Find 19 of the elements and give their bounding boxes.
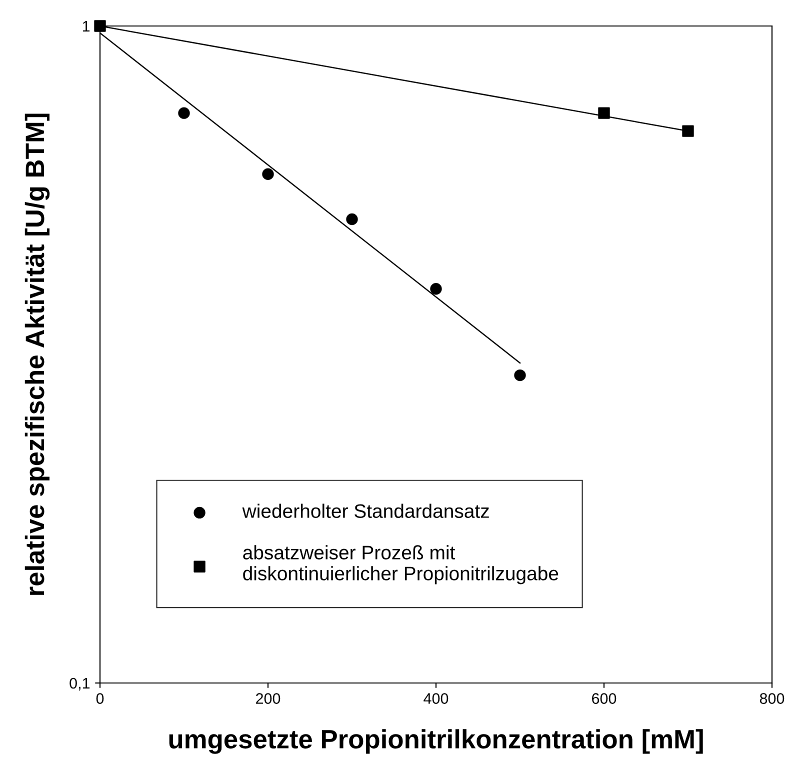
- x-tick-label: 200: [256, 693, 280, 704]
- x-tick-label: 400: [424, 693, 448, 704]
- x-axis-title: umgesetzte Propionitrilkonzentration [mM]: [169, 729, 703, 754]
- x-tick-label: 600: [592, 693, 616, 704]
- point: [178, 107, 190, 119]
- point: [598, 107, 610, 119]
- y-tick-label: 1: [82, 21, 90, 32]
- point: [682, 125, 694, 137]
- point: [514, 369, 526, 382]
- x-tick-label: 800: [760, 693, 784, 704]
- legend-label: absatzweiser Prozeß mit diskontinuierlicher Propionitrilzugabe: [243, 545, 558, 584]
- legend-label: wiederholter Standardansatz: [242, 504, 489, 518]
- x-tick-label: 0: [96, 693, 104, 704]
- y-axis-title: relative spezifische Aktivität [U/g BTM]: [24, 114, 50, 595]
- point: [262, 168, 274, 180]
- y-tick-label: 0,1: [70, 678, 90, 690]
- point: [94, 20, 106, 32]
- point: [346, 213, 358, 226]
- point: [430, 283, 442, 295]
